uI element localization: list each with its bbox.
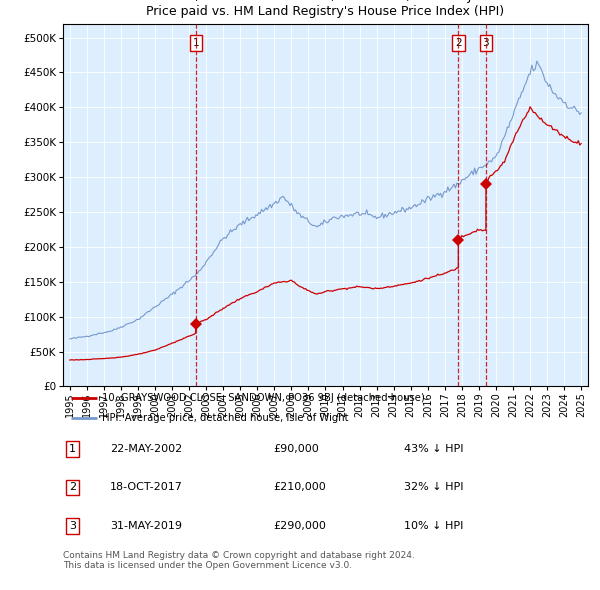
Text: 1: 1 — [193, 38, 199, 48]
Text: 10% ↓ HPI: 10% ↓ HPI — [404, 521, 464, 531]
Text: 3: 3 — [69, 521, 76, 531]
Text: 2: 2 — [455, 38, 461, 48]
Text: 2: 2 — [69, 483, 76, 492]
Text: 1: 1 — [69, 444, 76, 454]
Text: HPI: Average price, detached house, Isle of Wight: HPI: Average price, detached house, Isle… — [103, 413, 349, 423]
Text: 10, GRAYSWOOD CLOSE, SANDOWN, PO36 9BJ (detached house): 10, GRAYSWOOD CLOSE, SANDOWN, PO36 9BJ (… — [103, 394, 425, 404]
Text: £210,000: £210,000 — [273, 483, 326, 492]
Text: 32% ↓ HPI: 32% ↓ HPI — [404, 483, 464, 492]
Text: £90,000: £90,000 — [273, 444, 319, 454]
Text: 31-MAY-2019: 31-MAY-2019 — [110, 521, 182, 531]
Text: 3: 3 — [482, 38, 489, 48]
Text: Contains HM Land Registry data © Crown copyright and database right 2024.
This d: Contains HM Land Registry data © Crown c… — [63, 550, 415, 570]
Text: £290,000: £290,000 — [273, 521, 326, 531]
Text: 22-MAY-2002: 22-MAY-2002 — [110, 444, 182, 454]
Text: 18-OCT-2017: 18-OCT-2017 — [110, 483, 183, 492]
Title: 10, GRAYSWOOD CLOSE, SANDOWN, PO36 9BJ
Price paid vs. HM Land Registry's House P: 10, GRAYSWOOD CLOSE, SANDOWN, PO36 9BJ P… — [146, 0, 505, 18]
Text: 43% ↓ HPI: 43% ↓ HPI — [404, 444, 464, 454]
